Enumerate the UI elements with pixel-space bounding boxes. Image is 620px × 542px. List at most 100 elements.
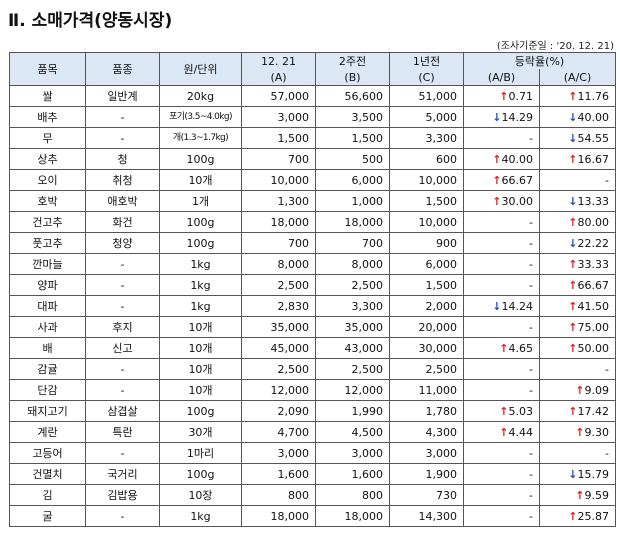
- cell-price-two-weeks: 35,000: [315, 316, 390, 338]
- header-two-weeks-sub: (B): [315, 69, 390, 86]
- table-row: 오이 취청 10개 10,000 6,000 10,000 ↑66.67-: [9, 169, 616, 191]
- cell-variety: -: [85, 106, 160, 128]
- arrow-up-icon: ↑: [568, 89, 578, 103]
- cell-variety: 애호박: [85, 190, 160, 212]
- cell-rate-ab-value: -: [529, 215, 533, 229]
- cell-rate-ac: ↑66.67: [539, 274, 616, 296]
- cell-price-current: 2,090: [241, 400, 316, 422]
- arrow-up-icon: ↑: [492, 152, 502, 166]
- cell-item: 쌀: [9, 85, 86, 107]
- cell-rate-ab: ↑0.71: [463, 85, 540, 107]
- cell-rate-ab-value: -: [529, 362, 533, 376]
- cell-rate-ac: ↑50.00: [539, 337, 616, 359]
- cell-price-one-year: 30,000: [389, 337, 464, 359]
- cell-price-one-year: 4,300: [389, 421, 464, 443]
- table-body: 쌀 일반계 20kg 57,000 56,600 51,000 ↑0.71 ↑11.76 배추 -…: [9, 85, 616, 527]
- cell-rate-ab: ↑30.00: [463, 190, 540, 212]
- header-current-sub: (A): [241, 69, 316, 86]
- arrow-down-icon: ↓: [568, 236, 578, 250]
- cell-price-current: 2,500: [241, 358, 316, 380]
- cell-rate-ab: ↑66.67: [463, 169, 540, 191]
- table-row: 사과 후지 10개 35,000 35,000 20,000- ↑75.00: [9, 316, 616, 338]
- cell-price-one-year: 11,000: [389, 379, 464, 401]
- arrow-up-icon: ↑: [568, 278, 578, 292]
- cell-price-two-weeks: 12,000: [315, 379, 390, 401]
- cell-item: 계란: [9, 421, 86, 443]
- cell-price-two-weeks: 18,000: [315, 505, 390, 527]
- cell-rate-ab-value: -: [529, 488, 533, 502]
- cell-rate-ab-value: -: [529, 236, 533, 250]
- cell-item: 배추: [9, 106, 86, 128]
- cell-item: 깐마늘: [9, 253, 86, 275]
- cell-price-one-year: 1,500: [389, 190, 464, 212]
- cell-unit: 100g: [159, 148, 242, 170]
- cell-rate-ab-value: -: [529, 131, 533, 145]
- arrow-down-icon: ↓: [568, 194, 578, 208]
- cell-rate-ab-value: 5.03: [508, 404, 534, 418]
- cell-price-current: 3,000: [241, 106, 316, 128]
- arrow-down-icon: ↓: [568, 467, 578, 481]
- cell-price-one-year: 6,000: [389, 253, 464, 275]
- cell-variety: 김밥용: [85, 484, 160, 506]
- cell-item: 호박: [9, 190, 86, 212]
- cell-rate-ab-value: 66.67: [501, 173, 534, 187]
- cell-rate-ab-value: 0.71: [508, 89, 534, 103]
- cell-rate-ab-value: -: [529, 446, 533, 460]
- cell-item: 풋고추: [9, 232, 86, 254]
- cell-price-one-year: 2,000: [389, 295, 464, 317]
- table-row: 깐마늘 -1kg 8,000 8,000 6,000- ↑33.33: [9, 253, 616, 275]
- arrow-up-icon: ↑: [568, 320, 578, 334]
- cell-unit: 개(1.3~1.7kg): [159, 127, 242, 149]
- cell-rate-ab-value: -: [529, 509, 533, 523]
- cell-rate-ab-value: 4.65: [508, 341, 534, 355]
- cell-unit: 10개: [159, 379, 242, 401]
- cell-rate-ab: -: [463, 274, 540, 296]
- header-current: 12. 21: [241, 52, 316, 69]
- cell-rate-ac-value: 40.00: [577, 110, 610, 124]
- cell-rate-ab: ↓14.29: [463, 106, 540, 128]
- cell-price-two-weeks: 1,500: [315, 127, 390, 149]
- cell-rate-ac-value: -: [605, 362, 609, 376]
- cell-rate-ab: ↑5.03: [463, 400, 540, 422]
- arrow-up-icon: ↑: [499, 341, 509, 355]
- cell-price-one-year: 1,780: [389, 400, 464, 422]
- header-rate: 등락율(%): [463, 52, 616, 69]
- cell-rate-ac: ↑17.42: [539, 400, 616, 422]
- arrow-down-icon: ↓: [568, 110, 578, 124]
- arrow-up-icon: ↑: [568, 509, 578, 523]
- cell-price-two-weeks: 3,300: [315, 295, 390, 317]
- cell-price-two-weeks: 18,000: [315, 211, 390, 233]
- cell-price-two-weeks: 56,600: [315, 85, 390, 107]
- header-row-2: (A) (B) (C) (A/B) (A/C): [10, 69, 616, 86]
- header-one-year-sub: (C): [389, 69, 464, 86]
- cell-price-current: 4,700: [241, 421, 316, 443]
- header-row-1: 품목 품종 원/단위 12. 21 2주전 1년전 등락율(%): [9, 52, 616, 86]
- cell-variety: -: [85, 127, 160, 149]
- cell-variety: -: [85, 505, 160, 527]
- cell-variety: 일반계: [85, 85, 160, 107]
- cell-rate-ab: -: [463, 505, 540, 527]
- cell-rate-ac-value: 33.33: [577, 257, 610, 271]
- cell-item: 양파: [9, 274, 86, 296]
- cell-price-two-weeks: 2,500: [315, 274, 390, 296]
- cell-rate-ac-value: 22.22: [577, 236, 610, 250]
- arrow-up-icon: ↑: [499, 425, 509, 439]
- arrow-up-icon: ↑: [568, 404, 578, 418]
- header-one-year: 1년전: [389, 52, 464, 69]
- cell-price-two-weeks: 1,600: [315, 463, 390, 485]
- cell-rate-ac-value: 80.00: [577, 215, 610, 229]
- cell-price-current: 18,000: [241, 211, 316, 233]
- cell-unit: 20kg: [159, 85, 242, 107]
- cell-unit: 10개: [159, 337, 242, 359]
- cell-rate-ac: ↑25.87: [539, 505, 616, 527]
- arrow-up-icon: ↑: [575, 425, 585, 439]
- cell-price-two-weeks: 3,000: [315, 442, 390, 464]
- table-row: 대파 -1kg 2,830 3,300 2,000 ↓14.24 ↑41.50: [9, 295, 616, 317]
- header-unit: 원/단위: [159, 52, 242, 86]
- page-title: Ⅱ. 소매가격(양동시장): [8, 11, 173, 31]
- cell-rate-ab: -: [463, 358, 540, 380]
- cell-price-one-year: 1,500: [389, 274, 464, 296]
- arrow-up-icon: ↑: [492, 194, 502, 208]
- cell-item: 단감: [9, 379, 86, 401]
- cell-rate-ac: ↓54.55: [539, 127, 616, 149]
